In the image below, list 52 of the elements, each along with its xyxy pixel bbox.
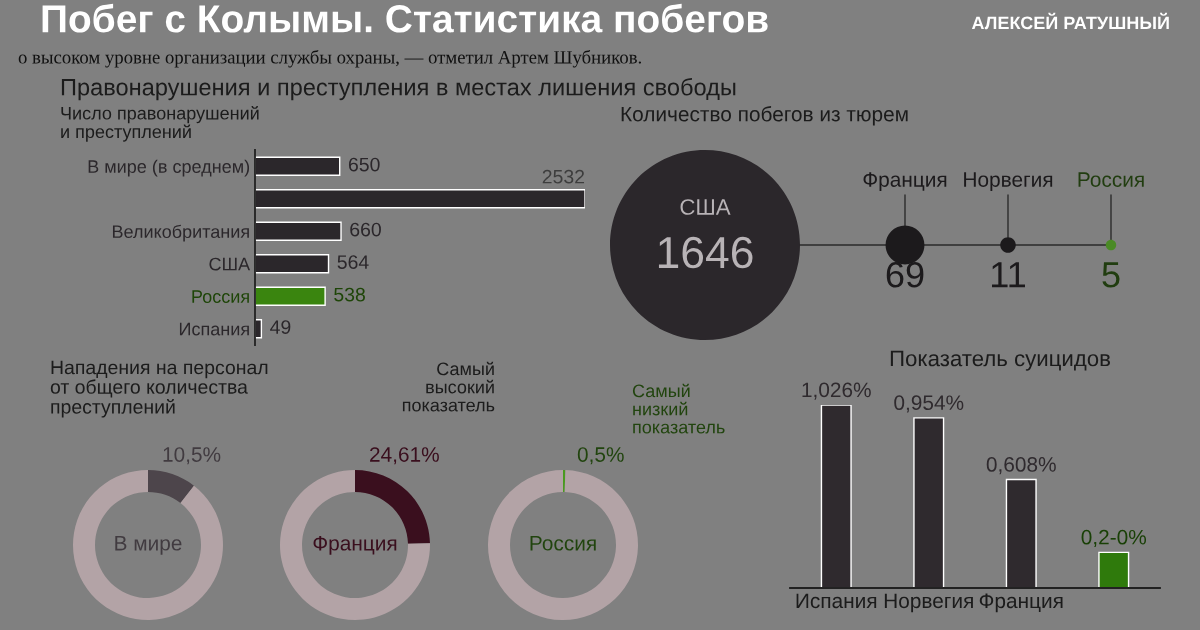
text: Количество побегов из тюрем: [621, 106, 908, 126]
category-label: США: [680, 199, 731, 215]
data-label: 49: [270, 320, 291, 334]
category-label: Франция: [863, 172, 947, 191]
text: АЛЕКСЕЙ РАТУШНЫЙ: [971, 12, 1169, 30]
data-label: 1646: [658, 236, 753, 269]
data-label: 564: [337, 255, 369, 269]
x-tick-label: Норвегия: [884, 593, 973, 613]
bar: [820, 405, 852, 588]
data-label: 11: [992, 262, 1025, 288]
data-label: 1,026%: [802, 382, 871, 400]
data-label: 0,608%: [986, 457, 1056, 475]
donut-slice: [488, 470, 638, 620]
data-label: 10,5%: [163, 447, 221, 465]
donut-slice: [563, 470, 566, 493]
data-label: 538: [334, 287, 365, 302]
x-tick-label: Франция: [979, 593, 1063, 613]
text: Россия: [530, 536, 596, 551]
bar: [913, 417, 945, 588]
text: Нападения на персонал от общего количества преступлений: [50, 360, 268, 418]
data-label: 660: [350, 222, 381, 237]
data-label: 24,61%: [370, 447, 439, 465]
chart-title: Показатель суицидов: [890, 350, 1110, 371]
donut-slice: [148, 470, 194, 504]
chart-subtitle: Число правонарушений и преступлений: [61, 106, 259, 142]
category-label: Россия: [1078, 172, 1144, 187]
donut-slice: [73, 470, 223, 620]
data-label: 2532: [542, 169, 585, 184]
chart-title: Правонарушения и преступления в местах лишения свободы: [61, 78, 736, 101]
data-label: 0,954%: [894, 395, 964, 413]
donut-slice: [280, 470, 430, 620]
text: Самый высокий показатель: [402, 361, 495, 412]
data-label: 650: [348, 157, 380, 172]
y-tick-label: Россия: [192, 290, 249, 303]
y-tick-label: Великобритания: [112, 224, 249, 242]
y-tick-label: США: [209, 257, 251, 271]
bar: [255, 286, 326, 306]
data-label: 5: [1102, 262, 1120, 288]
text: В мире: [115, 536, 182, 555]
data-label: 0,5%: [577, 447, 624, 465]
bar: [1005, 478, 1037, 588]
category-label: Норвегия: [964, 172, 1053, 191]
data-label: 69: [886, 261, 924, 288]
y-tick-label: Испания: [179, 322, 249, 336]
text: о высоком уровне организации службы охраны, — отметил Артем Шубников.: [18, 50, 642, 68]
data-label: 0,2-0%: [1081, 529, 1147, 548]
bar: [1098, 551, 1130, 588]
text: Франция: [313, 535, 397, 555]
text: Побег с Колымы. Статистика побегов: [42, 3, 768, 33]
text: Самый низкий показатель: [632, 383, 725, 434]
y-tick-label: В мире (в среднем): [88, 159, 250, 177]
x-tick-label: Испания: [796, 593, 877, 609]
